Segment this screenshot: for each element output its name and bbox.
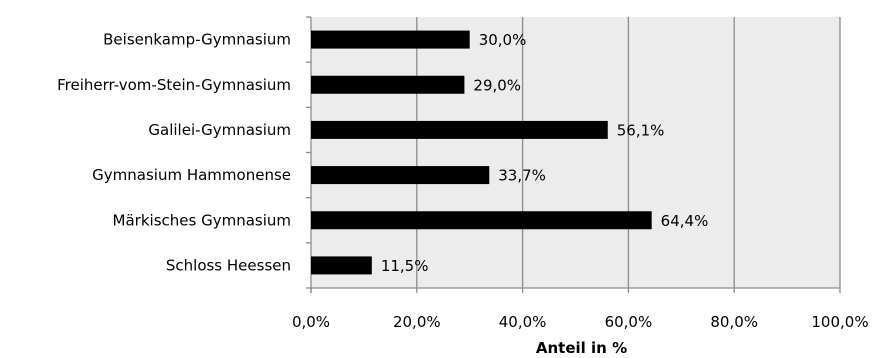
axes [306, 16, 841, 293]
bar [311, 30, 470, 49]
grid-lines [416, 17, 841, 288]
category-label: Galilei-Gymnasium [148, 121, 291, 139]
bar [311, 75, 465, 94]
data-label: 56,1% [617, 121, 665, 139]
x-tick-labels: 0,0% 20,0% 40,0% 60,0% 80,0% 100,0% [292, 313, 869, 331]
x-tick-label: 0,0% [292, 313, 330, 331]
x-tick-label: 60,0% [605, 313, 653, 331]
category-label: Schloss Heessen [166, 256, 291, 274]
bar [311, 120, 608, 139]
plot-area [311, 17, 840, 288]
category-labels: Beisenkamp-Gymnasium Freiherr-vom-Stein-G… [57, 31, 291, 275]
category-label: Freiherr-vom-Stein-Gymnasium [57, 76, 291, 94]
x-tick-label: 100,0% [811, 313, 868, 331]
category-label: Märkisches Gymnasium [113, 211, 291, 229]
x-tick-label: 20,0% [393, 313, 441, 331]
data-label: 30,0% [479, 31, 527, 49]
x-axis-title: Anteil in % [536, 339, 627, 357]
category-label: Gymnasium Hammonense [92, 166, 291, 184]
category-label: Beisenkamp-Gymnasium [103, 31, 291, 49]
data-label: 11,5% [381, 257, 429, 275]
data-label: 29,0% [473, 76, 521, 94]
bars [311, 30, 652, 275]
data-label: 33,7% [498, 167, 546, 185]
data-label: 64,4% [661, 212, 709, 230]
bar [311, 211, 652, 230]
data-labels: 30,0% 29,0% 56,1% 33,7% 64,4% 11,5% [381, 31, 708, 275]
x-tick-label: 80,0% [710, 313, 758, 331]
x-tick-label: 40,0% [499, 313, 547, 331]
bar [311, 256, 372, 275]
bar [311, 166, 490, 185]
